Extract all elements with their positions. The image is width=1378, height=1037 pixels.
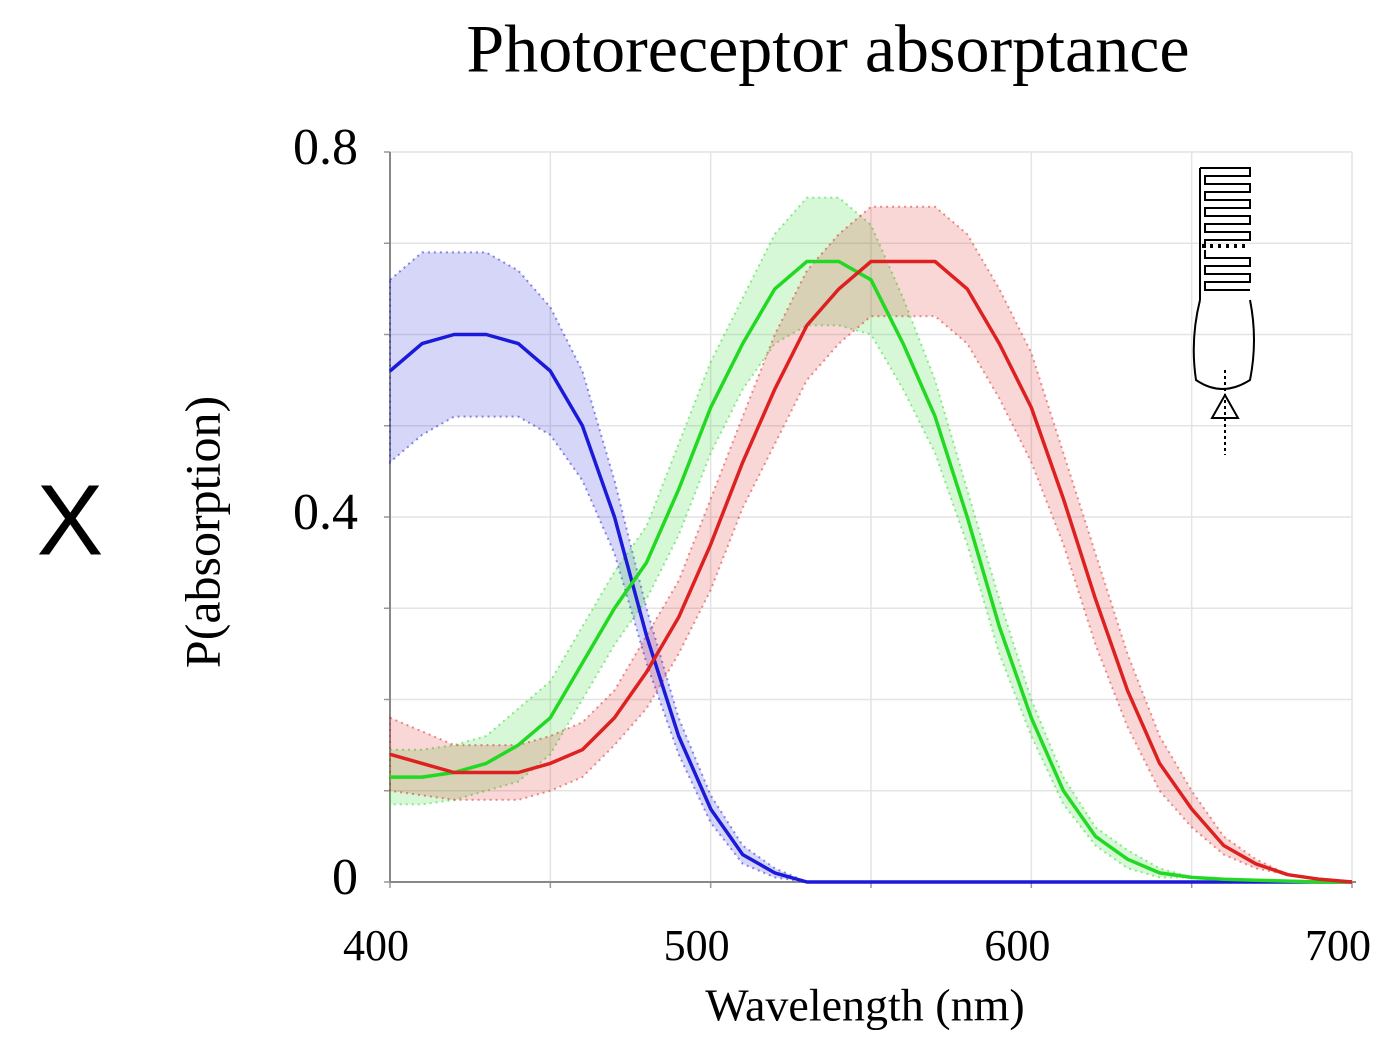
side-label: X (37, 464, 104, 576)
x-tick-label: 500 (664, 921, 730, 970)
inset-disks (1200, 167, 1251, 248)
series-line (390, 259, 1352, 884)
error-band (389, 205, 1353, 883)
series-line (388, 332, 1352, 884)
photoreceptor-inset (1192, 167, 1255, 455)
series-line (389, 259, 1353, 884)
inset-outline (1192, 299, 1255, 390)
y-tick-label: 0 (332, 849, 358, 906)
y-tick-label: 0.8 (293, 119, 358, 176)
x-axis-title: Wavelength (nm) (705, 980, 1024, 1031)
x-tick-label: 600 (984, 921, 1050, 970)
y-axis-title: P(absorption) (174, 396, 230, 668)
inset-disks (1204, 250, 1251, 291)
x-tick-label: 700 (1305, 921, 1371, 970)
chart-title: Photoreceptor absorptance (466, 11, 1189, 87)
y-tick-label: 0.4 (293, 484, 358, 541)
x-tick-label: 400 (343, 921, 409, 970)
plot-area: 0 0.4 0.8 400 500 600 700 (293, 119, 1371, 970)
